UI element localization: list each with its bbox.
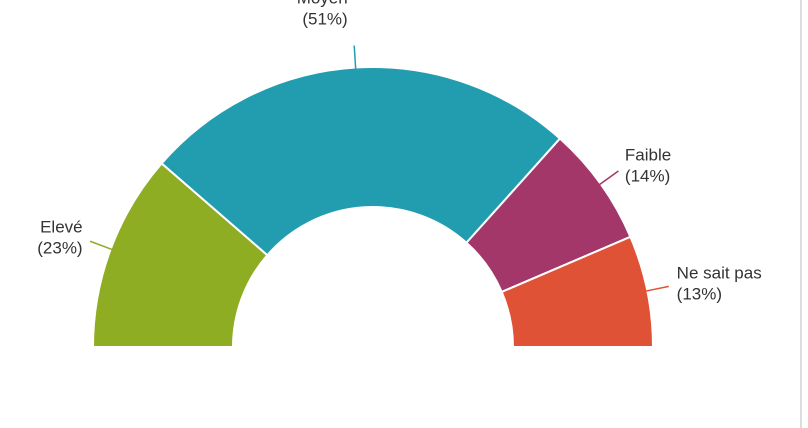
- slice-value-label: (23%): [37, 238, 82, 257]
- leader-line: [598, 170, 619, 186]
- slice-value-label: (51%): [302, 10, 347, 29]
- leader-line: [645, 285, 669, 292]
- slice-label: Elevé: [40, 217, 83, 236]
- slice: [160, 66, 562, 257]
- slice-label: Moyen: [297, 0, 348, 8]
- slice-label: Faible: [625, 145, 671, 164]
- leader-line: [353, 45, 357, 70]
- slice-label: Ne sait pas: [677, 264, 762, 283]
- slice-value-label: (14%): [625, 166, 670, 185]
- slice: [500, 235, 655, 348]
- leader-line: [89, 240, 113, 251]
- slice-value-label: (13%): [677, 285, 722, 304]
